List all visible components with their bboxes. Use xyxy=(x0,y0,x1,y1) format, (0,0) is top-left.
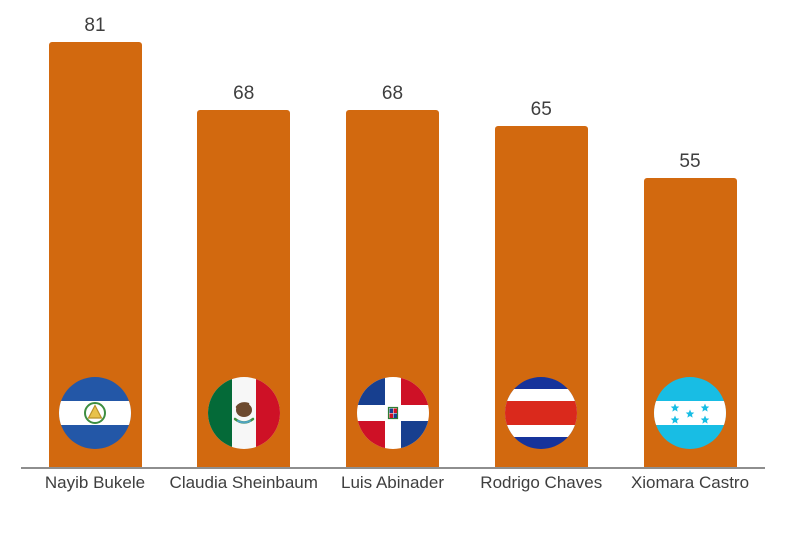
bar-category-label: Nayib Bukele xyxy=(44,473,146,492)
bar-value-label: 68 xyxy=(381,83,404,104)
el-salvador-flag-icon xyxy=(59,377,131,449)
bar-value-label: 55 xyxy=(679,151,701,172)
bar-value-label: 65 xyxy=(530,99,552,120)
bar-category-label: Xiomara Castro xyxy=(630,473,750,492)
honduras-flag-icon xyxy=(654,377,726,449)
bar-category-label: Rodrigo Chaves xyxy=(480,473,603,492)
dominican-republic-flag-icon xyxy=(356,377,429,449)
bar-category-label: Luis Abinader xyxy=(340,473,445,492)
bar-value-label: 68 xyxy=(233,83,255,104)
bar-value-label: 81 xyxy=(84,15,106,36)
costa-rica-flag-icon xyxy=(505,377,578,449)
bar-category-label: Claudia Sheinbaum xyxy=(169,473,318,492)
mexico-flag-icon xyxy=(207,377,280,449)
x-axis-line xyxy=(21,467,765,469)
